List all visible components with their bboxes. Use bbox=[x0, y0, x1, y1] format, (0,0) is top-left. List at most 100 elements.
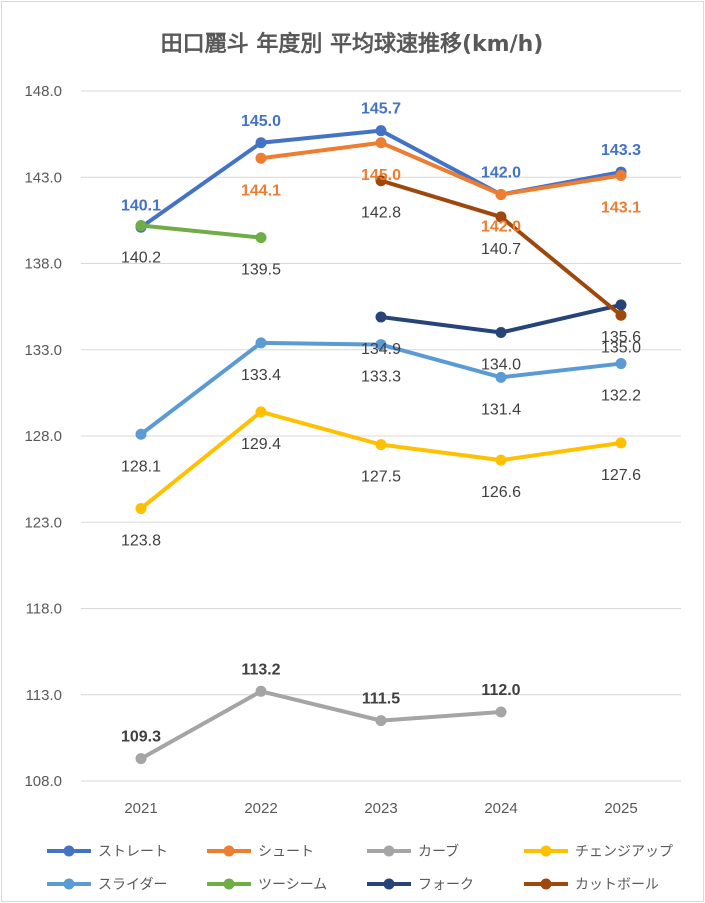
data-label: 123.8 bbox=[121, 532, 161, 549]
data-label: 127.6 bbox=[601, 467, 641, 484]
legend-swatch-marker bbox=[383, 845, 395, 857]
series-3 bbox=[135, 406, 627, 514]
data-point bbox=[135, 502, 147, 514]
data-point bbox=[375, 715, 387, 727]
data-label: 127.5 bbox=[361, 469, 401, 486]
data-point bbox=[615, 437, 627, 449]
data-point bbox=[375, 339, 387, 351]
data-point bbox=[615, 358, 627, 370]
data-point bbox=[255, 685, 267, 697]
series-line bbox=[259, 140, 623, 197]
data-label: 109.3 bbox=[121, 729, 161, 746]
data-label: 143.1 bbox=[601, 200, 641, 217]
series-1 bbox=[255, 137, 627, 200]
legend-item: シュート bbox=[207, 844, 314, 860]
data-label: 142.8 bbox=[361, 205, 401, 222]
data-label: 145.7 bbox=[361, 101, 401, 118]
legend-swatch-marker bbox=[223, 845, 235, 857]
series-7 bbox=[375, 175, 627, 321]
data-label: 126.6 bbox=[481, 484, 521, 501]
data-label: 131.4 bbox=[481, 401, 521, 418]
legend-label: スライダー bbox=[98, 877, 167, 893]
data-point bbox=[495, 189, 507, 200]
x-tick-label: 2022 bbox=[244, 800, 277, 817]
data-point bbox=[375, 125, 387, 137]
data-point bbox=[255, 337, 267, 349]
chart-title: 田口麗斗 年度別 平均球速推移(km/h) bbox=[161, 31, 544, 57]
data-point bbox=[375, 311, 387, 323]
y-axis-ticks: 108.0 113.0 118.0 123.0 128.0 133.0 138.0 143.0… bbox=[24, 83, 62, 790]
series-line bbox=[139, 689, 503, 761]
legend-label: シュート bbox=[258, 844, 314, 860]
y-tick-label: 138.0 bbox=[24, 256, 62, 273]
y-tick-label: 128.0 bbox=[24, 428, 62, 445]
data-point bbox=[495, 454, 507, 466]
y-tick-label: 133.0 bbox=[24, 342, 62, 359]
data-point bbox=[615, 309, 627, 321]
legend-swatch-marker bbox=[540, 845, 552, 857]
x-tick-label: 2023 bbox=[364, 800, 397, 817]
data-point bbox=[495, 371, 507, 383]
legend-item: スライダー bbox=[47, 877, 167, 893]
x-tick-label: 2025 bbox=[604, 800, 637, 817]
data-point bbox=[255, 406, 267, 418]
data-label: 112.0 bbox=[481, 682, 520, 699]
legend-item: フォーク bbox=[367, 877, 474, 893]
legend-item: カーブ bbox=[367, 843, 459, 860]
data-point bbox=[495, 211, 507, 223]
series-2 bbox=[135, 685, 507, 765]
data-point bbox=[255, 137, 267, 149]
data-label: 144.1 bbox=[241, 182, 281, 199]
data-point bbox=[375, 137, 387, 149]
data-label: 140.1 bbox=[121, 197, 161, 214]
data-labels: 140.1 145.0 145.7 142.0 143.3 144.1 145.0 142.0… bbox=[121, 101, 641, 746]
legend-label: カットボール bbox=[575, 877, 659, 893]
y-tick-label: 123.0 bbox=[24, 514, 62, 531]
x-tick-label: 2021 bbox=[124, 800, 157, 817]
data-point bbox=[615, 170, 627, 182]
data-label: 145.0 bbox=[361, 167, 401, 184]
x-axis-ticks: 2021 2022 2023 2024 2025 bbox=[124, 800, 637, 817]
legend-label: カーブ bbox=[418, 843, 459, 860]
legend-swatch-marker bbox=[383, 878, 395, 890]
legend-label: チェンジアップ bbox=[575, 844, 673, 860]
legend-label: ツーシーム bbox=[258, 877, 327, 893]
legend-label: ストレート bbox=[98, 844, 168, 860]
data-point bbox=[255, 232, 267, 244]
legend-item: ツーシーム bbox=[207, 877, 327, 893]
y-tick-label: 148.0 bbox=[24, 83, 62, 100]
y-tick-label: 118.0 bbox=[26, 601, 62, 618]
data-label: 134.9 bbox=[361, 341, 401, 358]
series-6 bbox=[375, 299, 627, 338]
data-point bbox=[495, 327, 507, 338]
legend-item: カットボール bbox=[524, 877, 659, 893]
data-label: 143.3 bbox=[601, 142, 641, 159]
data-label: 142.0 bbox=[481, 219, 521, 236]
legend-item: ストレート bbox=[47, 844, 168, 860]
data-label: 140.2 bbox=[121, 250, 161, 267]
data-label: 135.6 bbox=[601, 329, 641, 346]
series-line bbox=[139, 223, 263, 240]
data-label: 142.0 bbox=[481, 165, 521, 182]
data-label: 139.5 bbox=[241, 262, 281, 279]
data-label: 135.0 bbox=[601, 339, 641, 356]
series-4 bbox=[135, 337, 627, 440]
data-point bbox=[135, 428, 147, 440]
series-lines bbox=[135, 125, 627, 765]
data-point bbox=[255, 152, 267, 164]
y-tick-label: 113.0 bbox=[26, 687, 62, 704]
data-label: 113.2 bbox=[241, 661, 280, 678]
data-label: 128.1 bbox=[121, 458, 161, 475]
data-point bbox=[375, 175, 387, 187]
x-tick-label: 2024 bbox=[484, 800, 517, 817]
legend-swatch-marker bbox=[63, 878, 75, 890]
y-tick-label: 108.0 bbox=[24, 773, 62, 790]
series-line bbox=[139, 409, 623, 511]
data-point bbox=[615, 299, 627, 311]
series-5 bbox=[135, 220, 267, 244]
data-label: 129.4 bbox=[241, 436, 281, 453]
data-label: 133.3 bbox=[361, 369, 401, 386]
